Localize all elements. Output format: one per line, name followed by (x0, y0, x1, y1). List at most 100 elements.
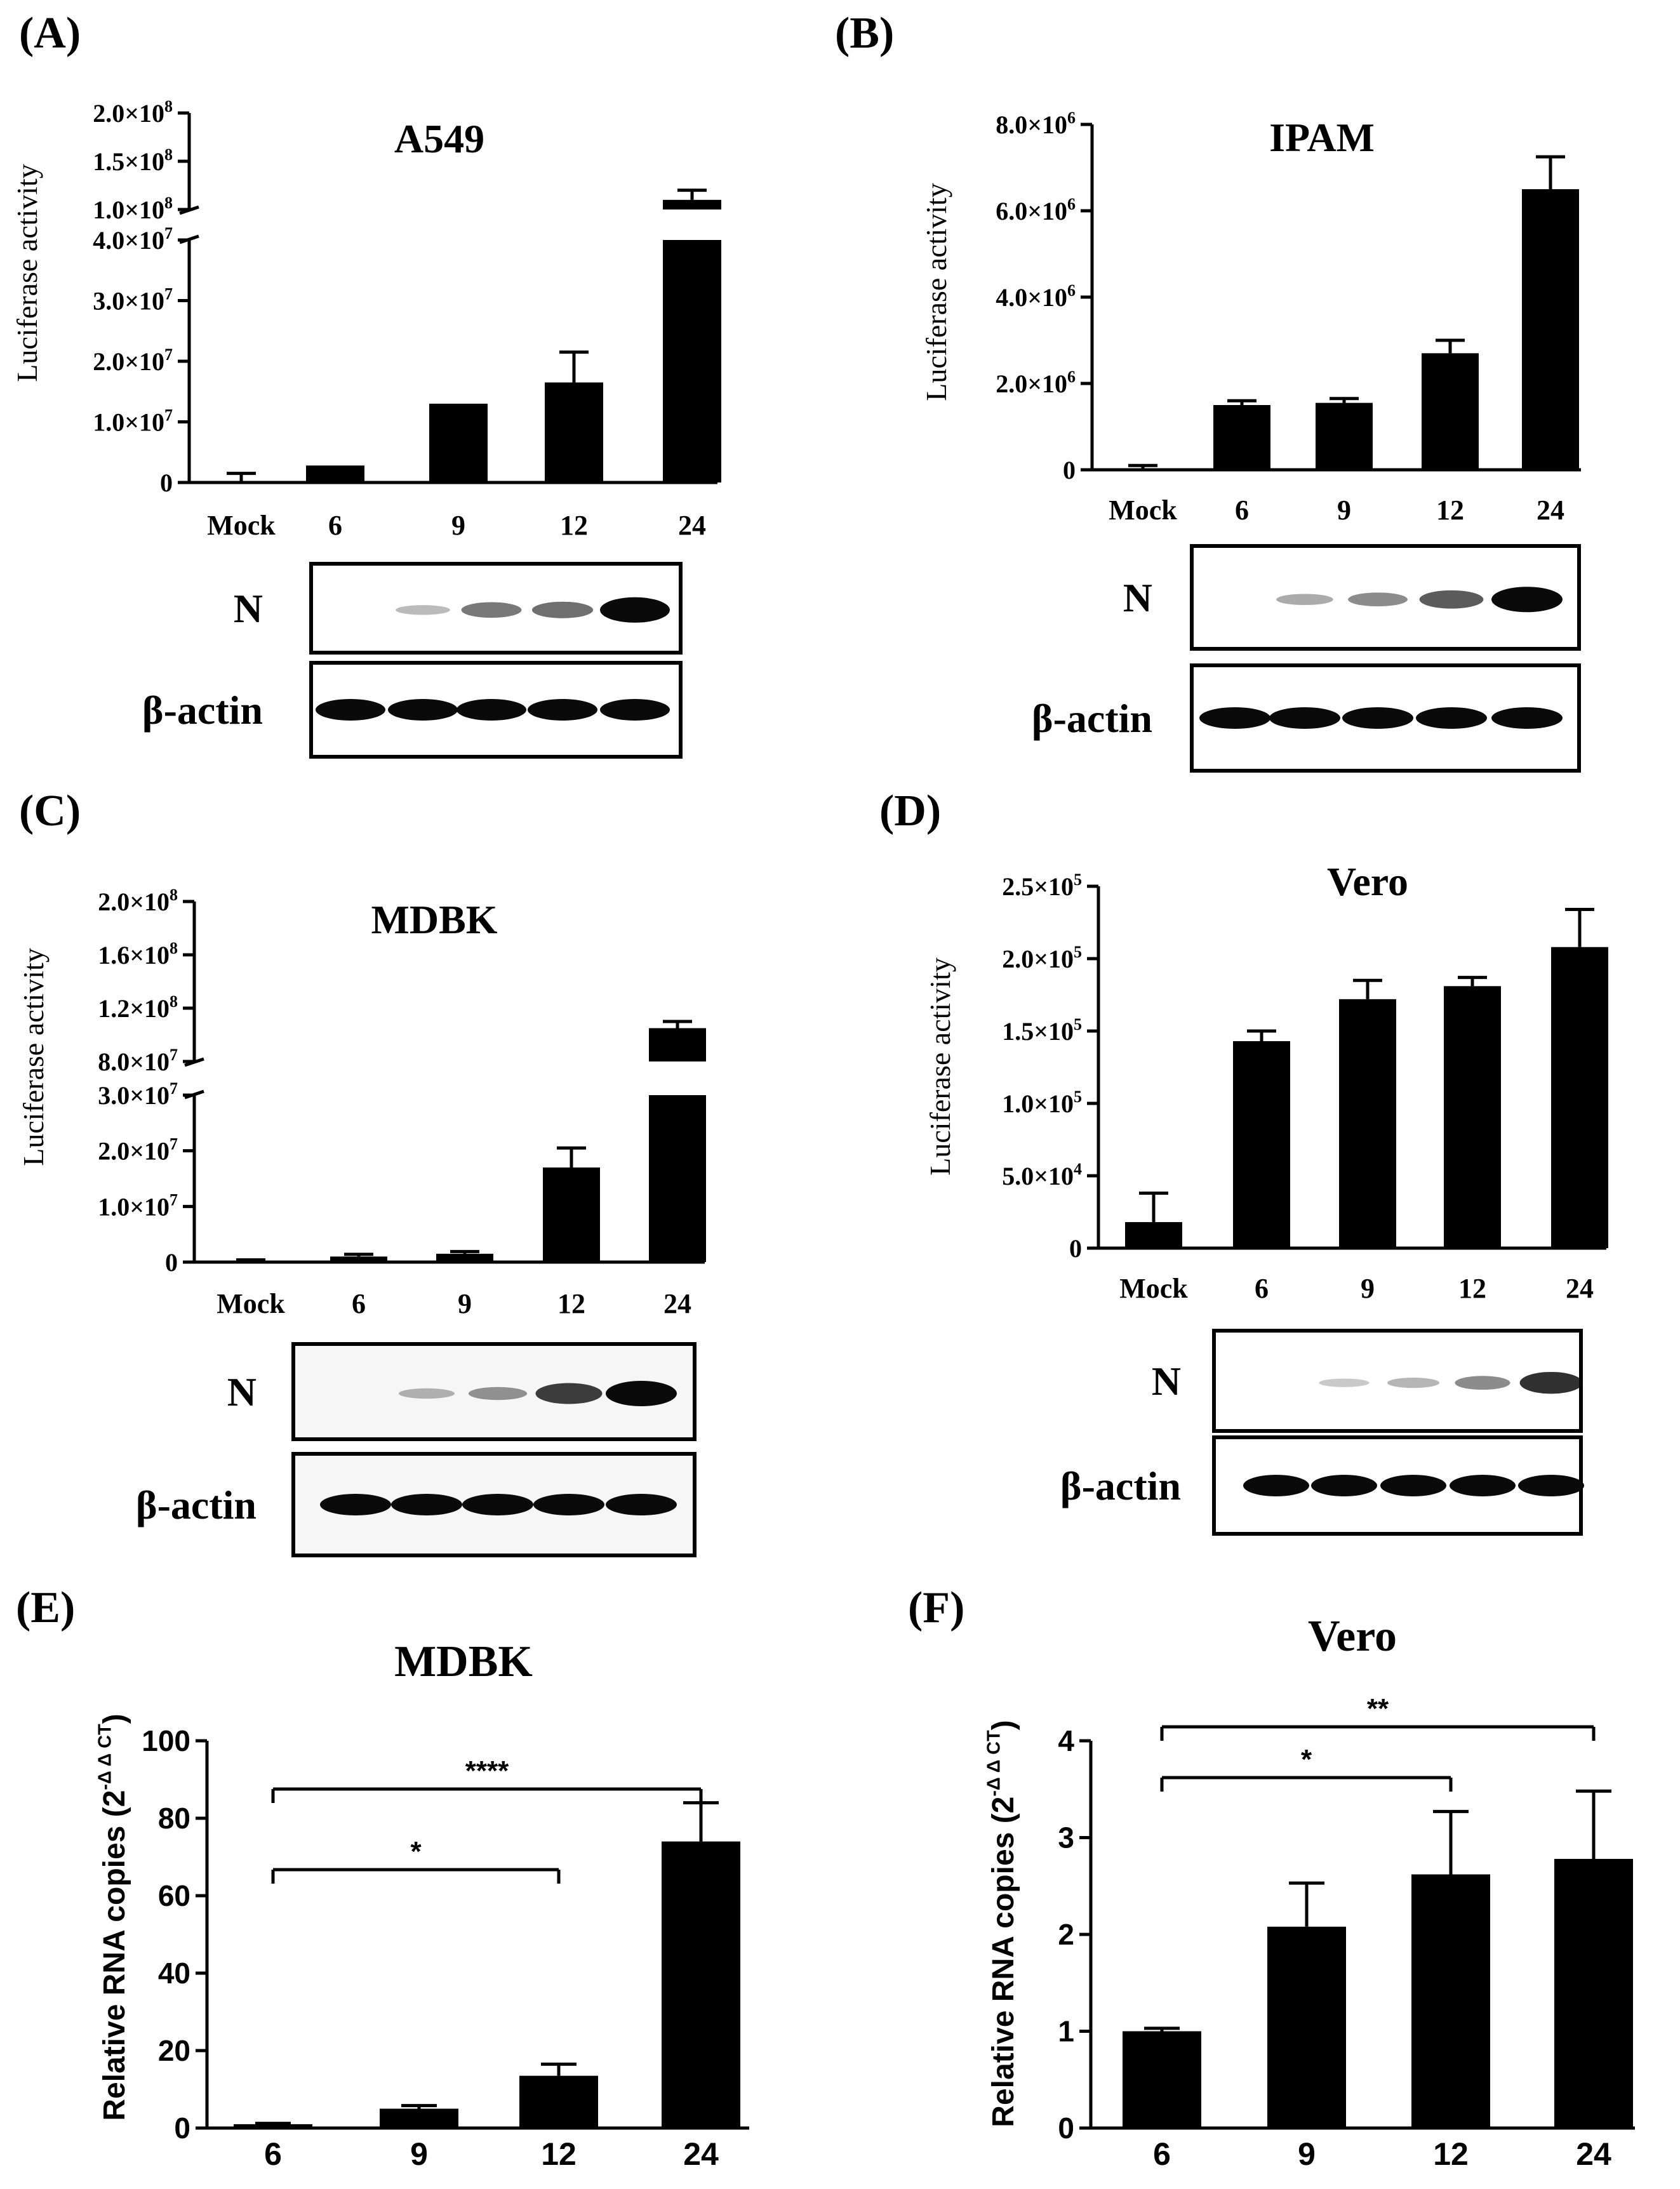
blot-band (468, 1387, 528, 1401)
y-tick-label: 1.0×107 (93, 406, 173, 437)
bar (663, 240, 721, 482)
x-tick-label: 24 (1537, 495, 1564, 526)
blot-band (1243, 1475, 1309, 1496)
blot-label: N (1152, 1359, 1181, 1404)
bar (1316, 403, 1373, 470)
blot-band (1348, 592, 1408, 607)
blot-band (531, 601, 594, 618)
bar (545, 382, 603, 482)
blot-band (1276, 594, 1333, 606)
y-tick-label: 40 (158, 1957, 190, 1990)
x-tick-label: 9 (410, 2136, 428, 2172)
blot-band (1419, 590, 1484, 609)
chart-title: A549 (394, 116, 484, 161)
bar (1411, 1874, 1490, 2128)
bar (306, 465, 364, 482)
blot-B: Nβ-actin (1032, 544, 1581, 773)
bar (429, 403, 488, 482)
y-tick-label: 1.0×107 (98, 1190, 178, 1221)
blot-label: β-actin (142, 688, 263, 733)
blot-label: β-actin (1032, 696, 1152, 741)
y-axis-label: Luciferase activity (11, 164, 43, 382)
bar (1125, 1221, 1182, 1248)
blot-band (1380, 1475, 1446, 1496)
bar (1123, 2031, 1201, 2128)
significance-label: ** (1367, 1693, 1389, 1724)
significance-label: * (410, 1836, 422, 1867)
x-tick-label: 24 (663, 1288, 691, 1319)
blot-band (533, 1494, 604, 1515)
y-tick-label: 1.2×108 (98, 992, 178, 1023)
y-tick-label: 60 (158, 1879, 190, 1912)
blot-band (396, 605, 450, 615)
blot-band (1342, 707, 1413, 729)
significance-label: **** (465, 1755, 509, 1786)
bar (212, 482, 270, 484)
y-tick-label: 0 (1058, 2112, 1074, 2145)
y-tick-label: 2.0×107 (98, 1135, 178, 1166)
blot-band (1269, 707, 1340, 729)
x-tick-label: 6 (264, 2136, 282, 2172)
blot-band (1519, 1371, 1583, 1394)
x-tick-label: 9 (451, 510, 465, 541)
bar (1233, 1041, 1290, 1248)
blot-label: N (234, 586, 263, 631)
x-tick-label: 12 (1458, 1273, 1486, 1304)
blot-band (388, 699, 458, 721)
blot-band (1491, 587, 1563, 613)
x-tick-label: 24 (1566, 1273, 1594, 1304)
x-tick-label: Mock (207, 510, 276, 541)
x-tick-label: 12 (541, 2136, 577, 2172)
panel-letter: (A) (19, 9, 81, 58)
blot-band (1319, 1378, 1370, 1387)
bar (380, 2108, 458, 2128)
panel-letter: (E) (16, 1583, 75, 1632)
y-tick-label: 20 (158, 2034, 190, 2067)
y-tick-label: 2.0×105 (1002, 943, 1082, 973)
blot-A: Nβ-actin (142, 562, 683, 759)
y-tick-label: 100 (142, 1724, 190, 1757)
y-tick-label: 1.0×108 (93, 194, 173, 224)
y-axis-label: Relative RNA copies (2-Δ Δ CT) (95, 1713, 131, 2120)
blot-band (457, 699, 526, 721)
y-tick-label: 2.0×108 (93, 97, 173, 128)
bar (1551, 947, 1608, 1248)
y-tick-label: 0 (1063, 456, 1076, 484)
x-tick-label: 12 (557, 1288, 585, 1319)
y-tick-label: 0 (160, 469, 173, 497)
x-tick-label: 9 (1298, 2136, 1316, 2172)
chart-E: 0 20 40 60 80 100 6 9 12 24 MDBK Relative RNA copie… (95, 1637, 749, 2172)
chart-title: IPAM (1269, 115, 1375, 160)
y-tick-label: 1.6×108 (98, 939, 178, 969)
x-tick-label: Mock (1119, 1273, 1188, 1304)
y-axis-label: Luciferase activity (920, 183, 952, 401)
blot-band (600, 699, 670, 721)
blot-band (528, 699, 597, 721)
y-tick-label: 4.0×107 (93, 224, 173, 255)
chart-title: Vero (1308, 1612, 1397, 1661)
significance-label: * (1301, 1744, 1312, 1775)
y-tick-label: 6.0×106 (996, 195, 1076, 225)
blot-D: Nβ-actin (1060, 1329, 1584, 1536)
x-tick-label: Mock (1109, 495, 1177, 526)
x-tick-label: Mock (217, 1288, 285, 1319)
y-tick-label: 2.5×105 (1002, 870, 1082, 901)
chart-title: MDBK (394, 1637, 533, 1686)
y-tick-label: 3.0×107 (93, 285, 173, 316)
chart-D: 0 5.0×104 1.0×105 1.5×105 2.0×105 2.5×105 Mock… (924, 859, 1608, 1304)
blot-label: N (1123, 575, 1152, 620)
bar (1554, 1859, 1633, 2128)
blot-label: β-actin (1060, 1463, 1181, 1508)
chart-title: Vero (1327, 859, 1408, 904)
blot-band (600, 597, 670, 623)
y-tick-label: 4 (1058, 1724, 1074, 1757)
y-tick-label: 2 (1058, 1918, 1074, 1951)
x-tick-label: 6 (1153, 2136, 1171, 2172)
bar (649, 1095, 706, 1262)
blot-band (606, 1381, 677, 1406)
bar (543, 1167, 600, 1262)
x-tick-label: 24 (1576, 2136, 1611, 2172)
